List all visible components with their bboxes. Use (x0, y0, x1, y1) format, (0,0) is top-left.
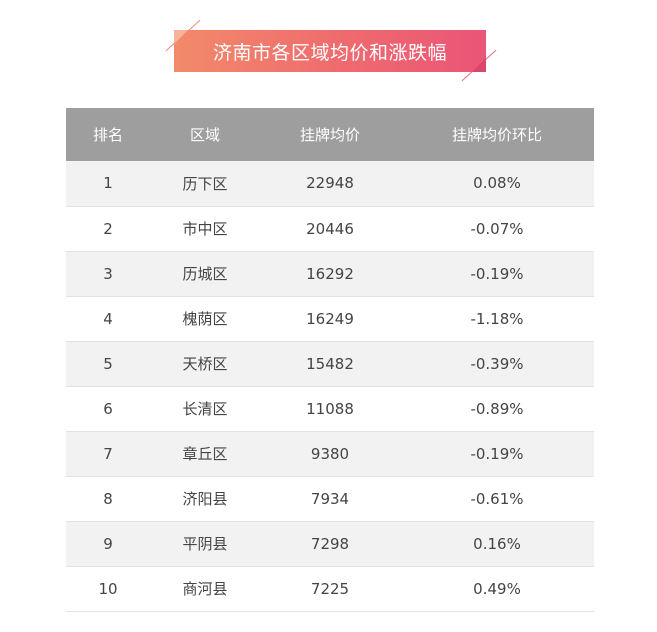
cell-change: -0.61% (470, 489, 524, 508)
cell-change: -1.18% (470, 309, 524, 328)
header-price-change: 挂牌均价环比 (451, 126, 542, 144)
cell-rank: 6 (103, 399, 113, 418)
cell-change: -0.39% (470, 354, 524, 373)
cell-change: -0.89% (470, 399, 524, 418)
cell-price: 7298 (310, 534, 350, 553)
cell-area: 天桥区 (182, 355, 228, 373)
title-banner-wrap: 济南市各区域均价和涨跌幅 (160, 18, 500, 84)
table-header-row: 排名 区域 挂牌均价 挂牌均价环比 (66, 108, 594, 161)
cell-area: 平阴县 (182, 535, 228, 553)
table-header: 排名 区域 挂牌均价 挂牌均价环比 (66, 108, 594, 161)
header-rank: 排名 (92, 126, 123, 144)
header-listing-price: 挂牌均价 (299, 126, 360, 144)
cell-rank: 10 (98, 579, 118, 598)
cell-area: 长清区 (182, 400, 228, 418)
cell-area: 章丘区 (182, 445, 228, 463)
cell-rank: 8 (103, 489, 113, 508)
table-row: 2 市中区 20446 -0.07% (66, 206, 594, 251)
cell-change: 0.08% (473, 174, 521, 193)
decor-corner-top-left (174, 30, 188, 44)
table-row: 9 平阴县 7298 0.16% (66, 521, 594, 566)
cell-area: 济阳县 (182, 490, 228, 508)
price-table-container: 排名 区域 挂牌均价 挂牌均价环比 1 历下区 22948 0.08% 2 市中… (66, 108, 594, 612)
cell-change: 0.49% (473, 579, 521, 598)
cell-change: -0.19% (470, 264, 524, 283)
cell-rank: 7 (103, 444, 113, 463)
table-row: 3 历城区 16292 -0.19% (66, 251, 594, 296)
cell-price: 11088 (306, 399, 354, 418)
table-row: 7 章丘区 9380 -0.19% (66, 431, 594, 476)
cell-area: 槐荫区 (182, 310, 228, 328)
cell-change: 0.16% (473, 534, 521, 553)
table-row: 10 商河县 7225 0.49% (66, 566, 594, 611)
cell-price: 15482 (306, 354, 354, 373)
cell-rank: 1 (103, 174, 113, 193)
cell-change: -0.07% (470, 219, 524, 238)
cell-price: 7934 (310, 489, 350, 508)
cell-change: -0.19% (470, 444, 524, 463)
cell-price: 7225 (310, 579, 350, 598)
cell-area: 历下区 (182, 174, 228, 193)
cell-rank: 4 (103, 309, 113, 328)
cell-price: 22948 (306, 174, 354, 193)
table-row: 8 济阳县 7934 -0.61% (66, 476, 594, 521)
cell-price: 20446 (306, 219, 354, 238)
header-area: 区域 (189, 126, 220, 144)
cell-price: 16249 (306, 309, 354, 328)
cell-area: 市中区 (182, 220, 228, 238)
cell-price: 9380 (310, 444, 350, 463)
cell-price: 16292 (306, 264, 354, 283)
page-title: 济南市各区域均价和涨跌幅 (174, 30, 486, 72)
table-row: 5 天桥区 15482 -0.39% (66, 341, 594, 386)
cell-rank: 5 (103, 354, 113, 373)
cell-rank: 9 (103, 534, 113, 553)
table-body: 1 历下区 22948 0.08% 2 市中区 20446 -0.07% 3 历… (66, 161, 594, 611)
cell-area: 商河县 (182, 580, 228, 598)
table-row: 6 长清区 11088 -0.89% (66, 386, 594, 431)
price-table: 排名 区域 挂牌均价 挂牌均价环比 1 历下区 22948 0.08% 2 市中… (66, 108, 594, 612)
table-row: 4 槐荫区 16249 -1.18% (66, 296, 594, 341)
cell-rank: 3 (103, 264, 113, 283)
cell-rank: 2 (103, 219, 113, 238)
table-row: 1 历下区 22948 0.08% (66, 161, 594, 206)
decor-corner-bottom-right (472, 58, 486, 72)
cell-area: 历城区 (182, 265, 228, 283)
